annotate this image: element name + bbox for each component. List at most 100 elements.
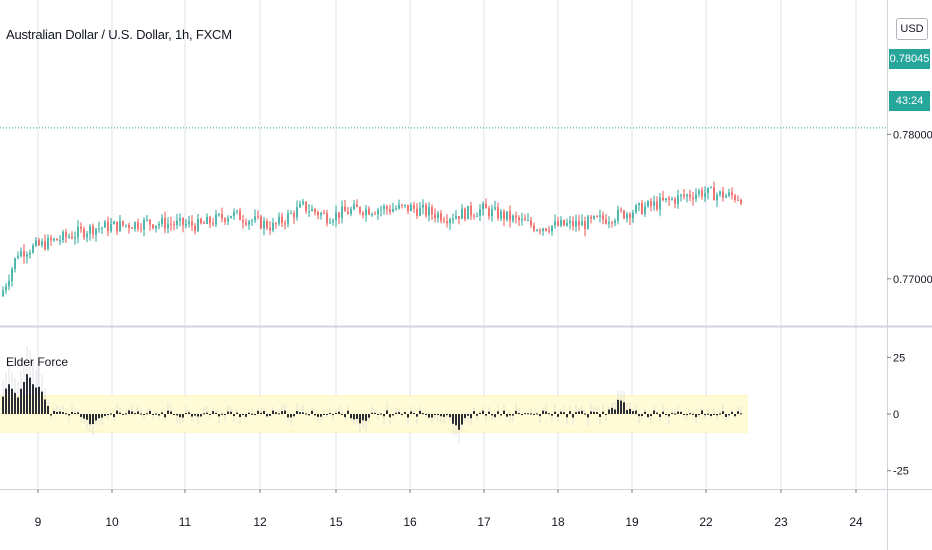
force-shadow-bar <box>179 414 181 425</box>
candle-body <box>110 224 112 232</box>
force-shadow-bar <box>557 414 559 423</box>
candle-body <box>374 213 376 215</box>
force-bar <box>704 414 706 416</box>
force-bar <box>344 414 346 418</box>
force-bar <box>263 410 265 414</box>
candle-body <box>119 221 121 232</box>
force-shadow-bar <box>665 414 667 419</box>
force-bar <box>674 413 676 415</box>
candle-body <box>491 208 493 217</box>
candle-body <box>437 213 439 219</box>
force-shadow-bar <box>140 408 142 414</box>
force-bar <box>500 414 502 416</box>
force-shadow-bar <box>467 414 469 423</box>
force-shadow-bar <box>209 414 211 418</box>
currency-selector[interactable]: USD <box>896 18 928 40</box>
force-bar <box>560 411 562 414</box>
candle-body <box>86 233 88 238</box>
force-bar <box>305 413 307 415</box>
force-bar <box>533 413 535 415</box>
candle-body <box>11 268 13 281</box>
candle-body <box>602 215 604 220</box>
force-bar <box>260 412 262 414</box>
force-shadow-bar <box>512 414 514 423</box>
force-bar <box>365 414 367 421</box>
candle-body <box>182 217 184 226</box>
force-shadow-bar <box>161 409 163 414</box>
force-bar <box>584 413 586 415</box>
candle-body <box>296 207 298 218</box>
candle-body <box>149 219 151 225</box>
force-bar <box>35 387 37 414</box>
force-bar <box>392 414 394 416</box>
force-bar <box>134 413 136 415</box>
force-bar <box>221 413 223 415</box>
candle-body <box>503 211 505 220</box>
candle-body <box>422 204 424 208</box>
candle-body <box>662 197 664 201</box>
force-shadow-bar <box>722 403 724 414</box>
force-bar <box>257 410 259 414</box>
force-bar <box>464 414 466 419</box>
force-shadow-bar <box>191 414 193 422</box>
force-shadow-bar <box>281 404 283 414</box>
candle-body <box>368 208 370 215</box>
candle-body <box>719 191 721 195</box>
candle-body <box>518 217 520 221</box>
force-shadow-bar <box>362 414 364 429</box>
force-shadow-bar <box>548 412 550 414</box>
force-shadow-bar <box>326 414 328 417</box>
candle-body <box>392 208 394 212</box>
force-bar <box>617 399 619 414</box>
time-tick-label: 23 <box>774 515 788 529</box>
force-bar <box>437 414 439 415</box>
candle-body <box>188 221 190 224</box>
force-bar <box>239 414 241 418</box>
candle-body <box>173 224 175 226</box>
candle-body <box>269 227 271 231</box>
force-shadow-bar <box>347 406 349 414</box>
force-bar <box>281 411 283 414</box>
force-bar <box>323 413 325 415</box>
candle-body <box>674 198 676 204</box>
candle-body <box>731 192 733 196</box>
force-bar <box>338 411 340 414</box>
candle-body <box>83 228 85 238</box>
force-bar <box>644 411 646 414</box>
force-shadow-bar <box>224 414 226 422</box>
candle-body <box>305 201 307 212</box>
force-bar <box>629 408 631 414</box>
force-shadow-bar <box>173 414 175 418</box>
force-shadow-bar <box>74 409 76 414</box>
force-shadow-bar <box>473 406 475 414</box>
force-shadow-bar <box>533 412 535 414</box>
force-bar <box>554 411 556 414</box>
force-bar <box>443 414 445 417</box>
candle-body <box>104 221 106 228</box>
candle-body <box>668 198 670 200</box>
force-bar <box>104 414 106 416</box>
force-shadow-bar <box>413 409 415 414</box>
force-bar <box>182 414 184 418</box>
candle-body <box>494 207 496 209</box>
indicator-label[interactable]: Elder Force <box>6 355 69 369</box>
force-bar <box>671 412 673 414</box>
candle-body <box>26 254 28 257</box>
candle-body <box>323 213 325 215</box>
force-bar <box>296 411 298 414</box>
candle-body <box>233 211 235 216</box>
force-shadow-bar <box>293 414 295 420</box>
force-bar <box>506 414 508 417</box>
candle-body <box>680 194 682 196</box>
candle-body <box>35 240 37 246</box>
force-shadow-bar <box>614 401 616 414</box>
force-shadow-bar <box>341 409 343 414</box>
candle-body <box>551 225 553 232</box>
candle-body <box>32 245 34 253</box>
candle-body <box>161 218 163 224</box>
force-shadow-bar <box>482 406 484 414</box>
force-bar <box>272 410 274 414</box>
force-shadow-bar <box>272 406 274 414</box>
candle-body <box>8 280 10 287</box>
